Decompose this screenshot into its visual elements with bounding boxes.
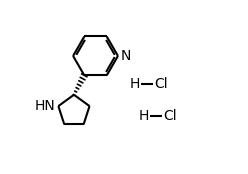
Text: Cl: Cl	[155, 77, 168, 90]
Text: Cl: Cl	[163, 109, 177, 123]
Text: H: H	[129, 77, 140, 90]
Text: N: N	[121, 49, 131, 63]
Text: H: H	[138, 109, 149, 123]
Text: HN: HN	[34, 99, 55, 113]
